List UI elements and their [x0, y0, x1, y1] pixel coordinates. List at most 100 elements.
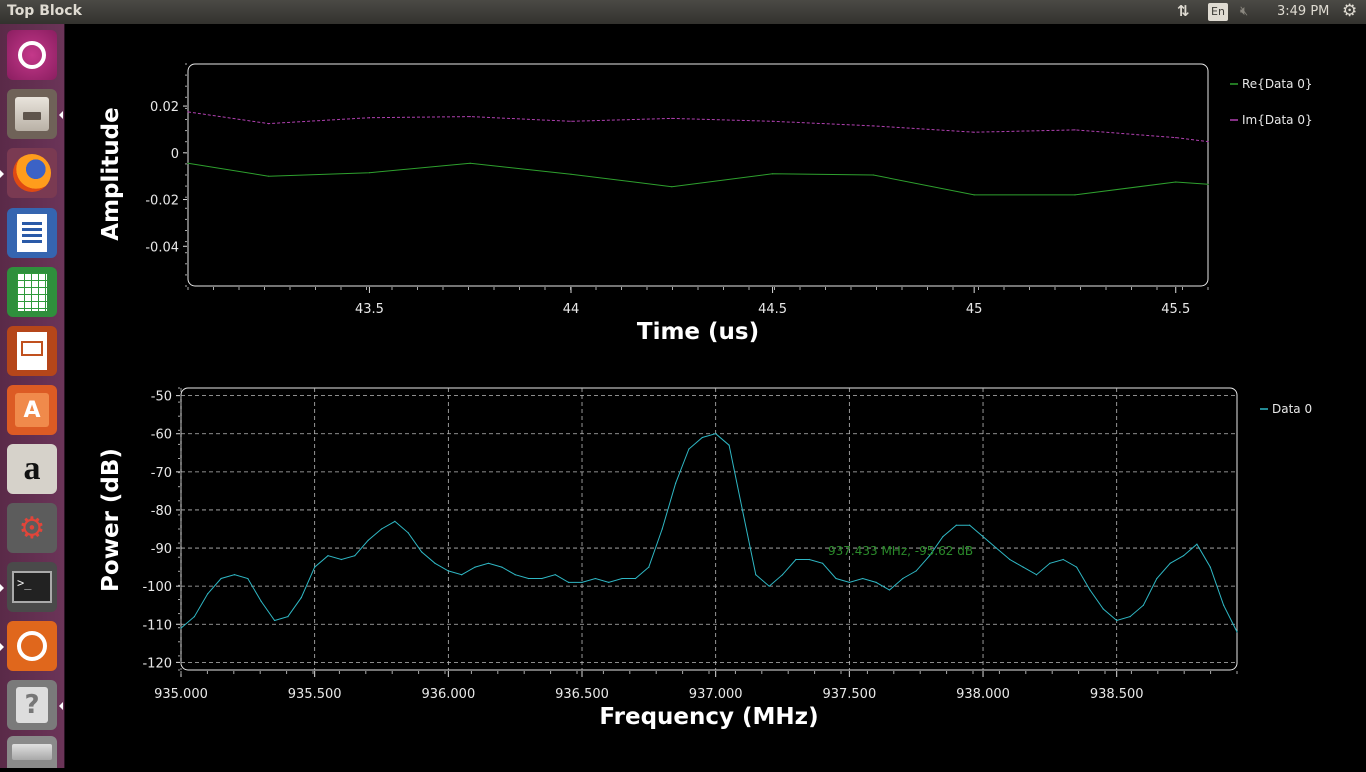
y-axis-title: Amplitude: [98, 107, 124, 240]
x-tick-label: 43.5: [355, 302, 384, 317]
help-icon: ?: [16, 687, 48, 723]
data-point: [407, 532, 409, 534]
x-tick-label: 936.500: [555, 687, 609, 702]
gear-icon[interactable]: ⚙: [1342, 1, 1358, 21]
data-point: [1207, 183, 1209, 185]
data-point: [187, 162, 189, 164]
data-point: [928, 555, 931, 557]
plot-frame: [187, 63, 1209, 287]
data-point: [1129, 616, 1131, 618]
legend-label: Im{Data 0}: [1242, 113, 1313, 127]
data-point: [771, 120, 774, 122]
data-point: [995, 547, 997, 549]
files-button[interactable]: [7, 89, 57, 139]
trash-button[interactable]: [7, 736, 57, 768]
data-point: [367, 539, 369, 542]
data-point: [1062, 558, 1064, 561]
data-point: [808, 558, 810, 561]
software-center-button[interactable]: A: [7, 385, 57, 435]
terminal-button[interactable]: >_: [7, 562, 57, 612]
data-point: [1142, 604, 1145, 606]
amazon-button[interactable]: a: [7, 444, 57, 494]
data-point: [671, 186, 673, 188]
data-point: [594, 577, 596, 580]
file-cabinet-icon: [15, 97, 49, 131]
spreadsheet-icon: [17, 273, 47, 311]
data-point: [220, 577, 222, 580]
series-line: [187, 162, 1209, 196]
calc-button[interactable]: [7, 267, 57, 317]
data-point: [1049, 562, 1051, 564]
data-point: [1156, 577, 1158, 580]
impress-button[interactable]: [7, 326, 57, 376]
data-point: [273, 619, 276, 622]
data-point: [608, 581, 610, 583]
x-tick-label: 937.500: [822, 687, 876, 702]
shopping-bag-icon: A: [15, 393, 49, 427]
document-icon: [17, 214, 47, 252]
data-point: [434, 562, 436, 564]
data-point: [461, 574, 463, 576]
x-tick-label: 44: [563, 302, 580, 317]
window-title: Top Block: [7, 3, 82, 19]
data-point: [621, 577, 623, 580]
help-button[interactable]: ?: [7, 680, 57, 730]
system-settings-button[interactable]: ⚙: [7, 503, 57, 553]
y-tick-label: -0.04: [145, 240, 179, 255]
data-point: [180, 627, 182, 629]
data-point: [771, 173, 774, 175]
data-point: [469, 115, 471, 118]
ubuntu-dash-button[interactable]: [7, 30, 57, 80]
clock[interactable]: 3:49 PM: [1277, 4, 1330, 19]
plot-frame: [180, 387, 1238, 671]
network-icon[interactable]: ⇅: [1177, 2, 1190, 20]
y-axis-title: Power (dB): [98, 448, 124, 592]
data-point: [268, 122, 270, 125]
data-point: [474, 566, 476, 568]
data-point: [368, 117, 371, 119]
y-tick-label: -60: [151, 428, 172, 443]
data-point: [340, 558, 343, 561]
y-tick-label: -120: [142, 656, 172, 671]
data-point: [541, 577, 543, 580]
data-point: [875, 581, 877, 583]
data-point: [915, 570, 917, 572]
data-point: [701, 436, 703, 439]
data-point: [570, 173, 572, 175]
data-point: [447, 570, 449, 572]
x-tick-label: 936.000: [421, 687, 475, 702]
data-point: [1075, 566, 1078, 568]
data-point: [795, 558, 797, 561]
data-point: [872, 174, 874, 176]
volume-muted-icon[interactable]: 🔇︎: [1240, 4, 1249, 19]
data-point: [501, 566, 503, 568]
data-point: [247, 577, 249, 580]
y-tick-label: -70: [151, 466, 172, 481]
series-line: [180, 433, 1238, 633]
y-tick-label: -0.02: [145, 194, 179, 209]
gnuradio-qt-gui: 0.02 0 -0.02 -0.04 43.5 44 44.5 45 45.5 Time (us)…: [64, 24, 1366, 768]
y-tick-label: 0: [171, 147, 179, 162]
data-point: [581, 581, 583, 583]
data-point: [354, 555, 356, 557]
data-point: [300, 596, 302, 599]
x-tick-label: 935.000: [154, 687, 208, 702]
data-point: [822, 562, 824, 564]
keyboard-indicator[interactable]: En: [1208, 3, 1228, 21]
data-point: [1175, 181, 1177, 183]
firefox-button[interactable]: [7, 148, 57, 198]
data-point: [421, 551, 423, 553]
data-point: [233, 574, 236, 576]
data-point: [671, 117, 673, 120]
writer-button[interactable]: [7, 208, 57, 258]
data-point: [1175, 137, 1177, 139]
y-tick-label: 0.02: [150, 100, 179, 115]
data-point: [469, 162, 471, 164]
gnuradio-button[interactable]: [7, 621, 57, 671]
data-point: [314, 566, 316, 568]
qt-plots: 0.02 0 -0.02 -0.04 43.5 44 44.5 45 45.5 Time (us)…: [98, 63, 1313, 730]
data-point: [380, 528, 383, 530]
data-point: [1196, 543, 1198, 545]
data-point: [554, 574, 556, 576]
y-tick-label: -50: [151, 390, 172, 405]
